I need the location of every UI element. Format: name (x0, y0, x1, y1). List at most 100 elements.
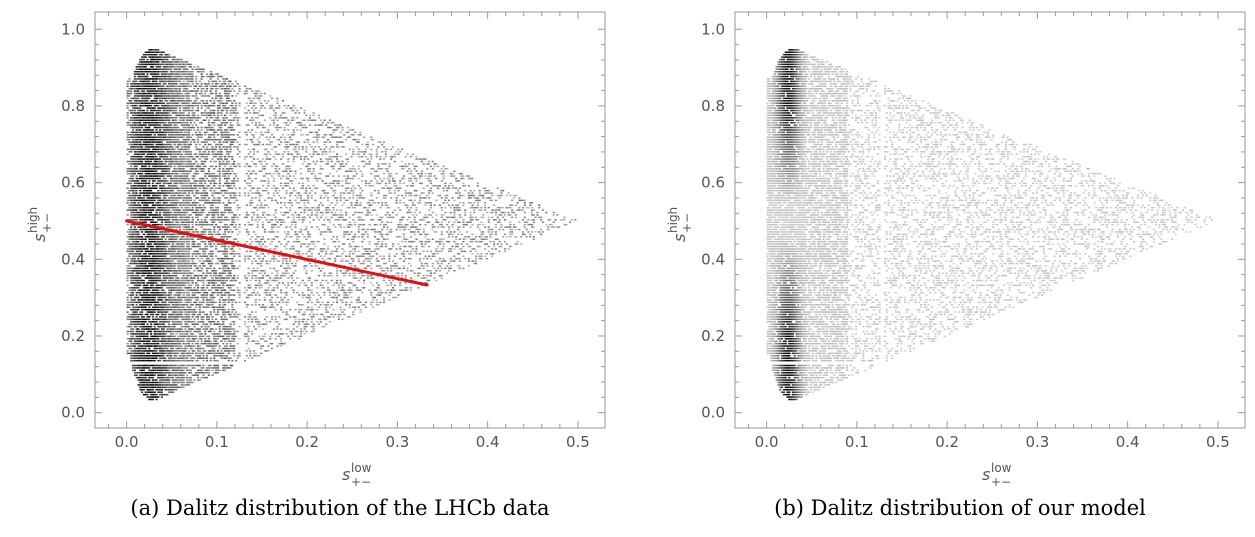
density-cell (162, 243, 165, 245)
density-cell (169, 155, 173, 158)
density-cell (144, 216, 147, 219)
density-cell (135, 325, 138, 328)
density-cell (153, 53, 156, 56)
density-cell (153, 151, 156, 153)
density-cell (202, 185, 205, 187)
density-cell (193, 102, 196, 104)
density-cell (128, 313, 131, 316)
density-cell (168, 141, 171, 143)
density-cell (126, 80, 129, 83)
density-cell (166, 78, 169, 80)
density-cell (186, 240, 189, 243)
density-cell (137, 95, 140, 97)
density-cell (173, 75, 176, 78)
density-cell (144, 148, 147, 151)
density-cell (180, 73, 183, 75)
density-cell (180, 233, 183, 236)
density-cell (151, 158, 154, 160)
density-cell (153, 321, 156, 323)
density-cell (148, 114, 151, 117)
density-cell (189, 257, 192, 260)
density-cell (159, 83, 162, 85)
density-cell (164, 306, 167, 308)
density-cell (164, 372, 167, 374)
density-cell (126, 267, 129, 270)
density-cell (132, 192, 135, 194)
density-cell (207, 374, 210, 376)
density-cell (168, 284, 171, 287)
density-cell (142, 153, 145, 155)
density-cell (133, 194, 136, 197)
density-cell (175, 136, 178, 138)
density-cell (178, 372, 182, 374)
density-cell (162, 284, 165, 287)
density-cell (126, 333, 129, 335)
density-cell (155, 49, 158, 51)
density-cell (130, 206, 133, 209)
density-cell (155, 372, 158, 374)
density-cell (159, 185, 162, 187)
density-cell (171, 70, 174, 73)
density-cell (162, 372, 165, 374)
density-cell (184, 240, 187, 243)
density-cell (187, 129, 191, 131)
density-cell (206, 372, 209, 374)
density-cell (148, 345, 151, 347)
density-cell (191, 333, 194, 335)
density-cell (155, 270, 158, 272)
density-cell (160, 350, 163, 352)
density-cell (128, 100, 131, 102)
density-cell (126, 316, 129, 318)
density-cell (141, 274, 144, 277)
density-cell (202, 228, 205, 231)
density-cell (177, 323, 180, 325)
density-cell (169, 121, 173, 124)
density-cell (184, 311, 187, 313)
density-cell (189, 248, 192, 250)
density-cell (186, 102, 189, 104)
density-cell (168, 306, 171, 308)
density-cell (164, 90, 167, 92)
density-cell (171, 199, 174, 202)
density-cell (126, 112, 129, 114)
density-cell (126, 223, 129, 226)
density-cell (141, 391, 144, 393)
density-cell (198, 301, 201, 304)
density-cell (155, 131, 158, 134)
density-cell (157, 376, 160, 379)
density-cell (200, 233, 203, 236)
density-cell (191, 228, 194, 231)
density-cell (162, 367, 165, 369)
density-cell (197, 126, 200, 129)
density-cell (207, 104, 210, 107)
density-cell (195, 352, 198, 355)
density-cell (200, 148, 203, 151)
density-cell (133, 138, 136, 141)
density-cell (180, 165, 183, 168)
density-cell (146, 107, 149, 109)
density-cell (187, 338, 191, 340)
density-cell (132, 197, 135, 199)
density-cell (166, 175, 169, 177)
density-cell (162, 51, 165, 53)
density-cell (164, 160, 167, 163)
density-cell (151, 214, 154, 216)
density-cell (139, 216, 142, 219)
density-cell (164, 364, 167, 367)
density-cell (209, 301, 212, 304)
density-cell (173, 136, 176, 138)
density-cell (200, 114, 203, 117)
density-cell (191, 311, 194, 313)
density-cell (137, 75, 140, 78)
density-cell (204, 165, 207, 168)
density-cell (204, 189, 207, 192)
density-cell (202, 287, 205, 289)
density-cell (128, 160, 131, 163)
density-cell (180, 296, 183, 299)
density-cell (157, 248, 160, 250)
density-cell (137, 340, 140, 342)
density-cell (162, 78, 165, 80)
density-cell (169, 202, 173, 204)
density-cell (141, 58, 144, 61)
density-cell (126, 325, 129, 328)
